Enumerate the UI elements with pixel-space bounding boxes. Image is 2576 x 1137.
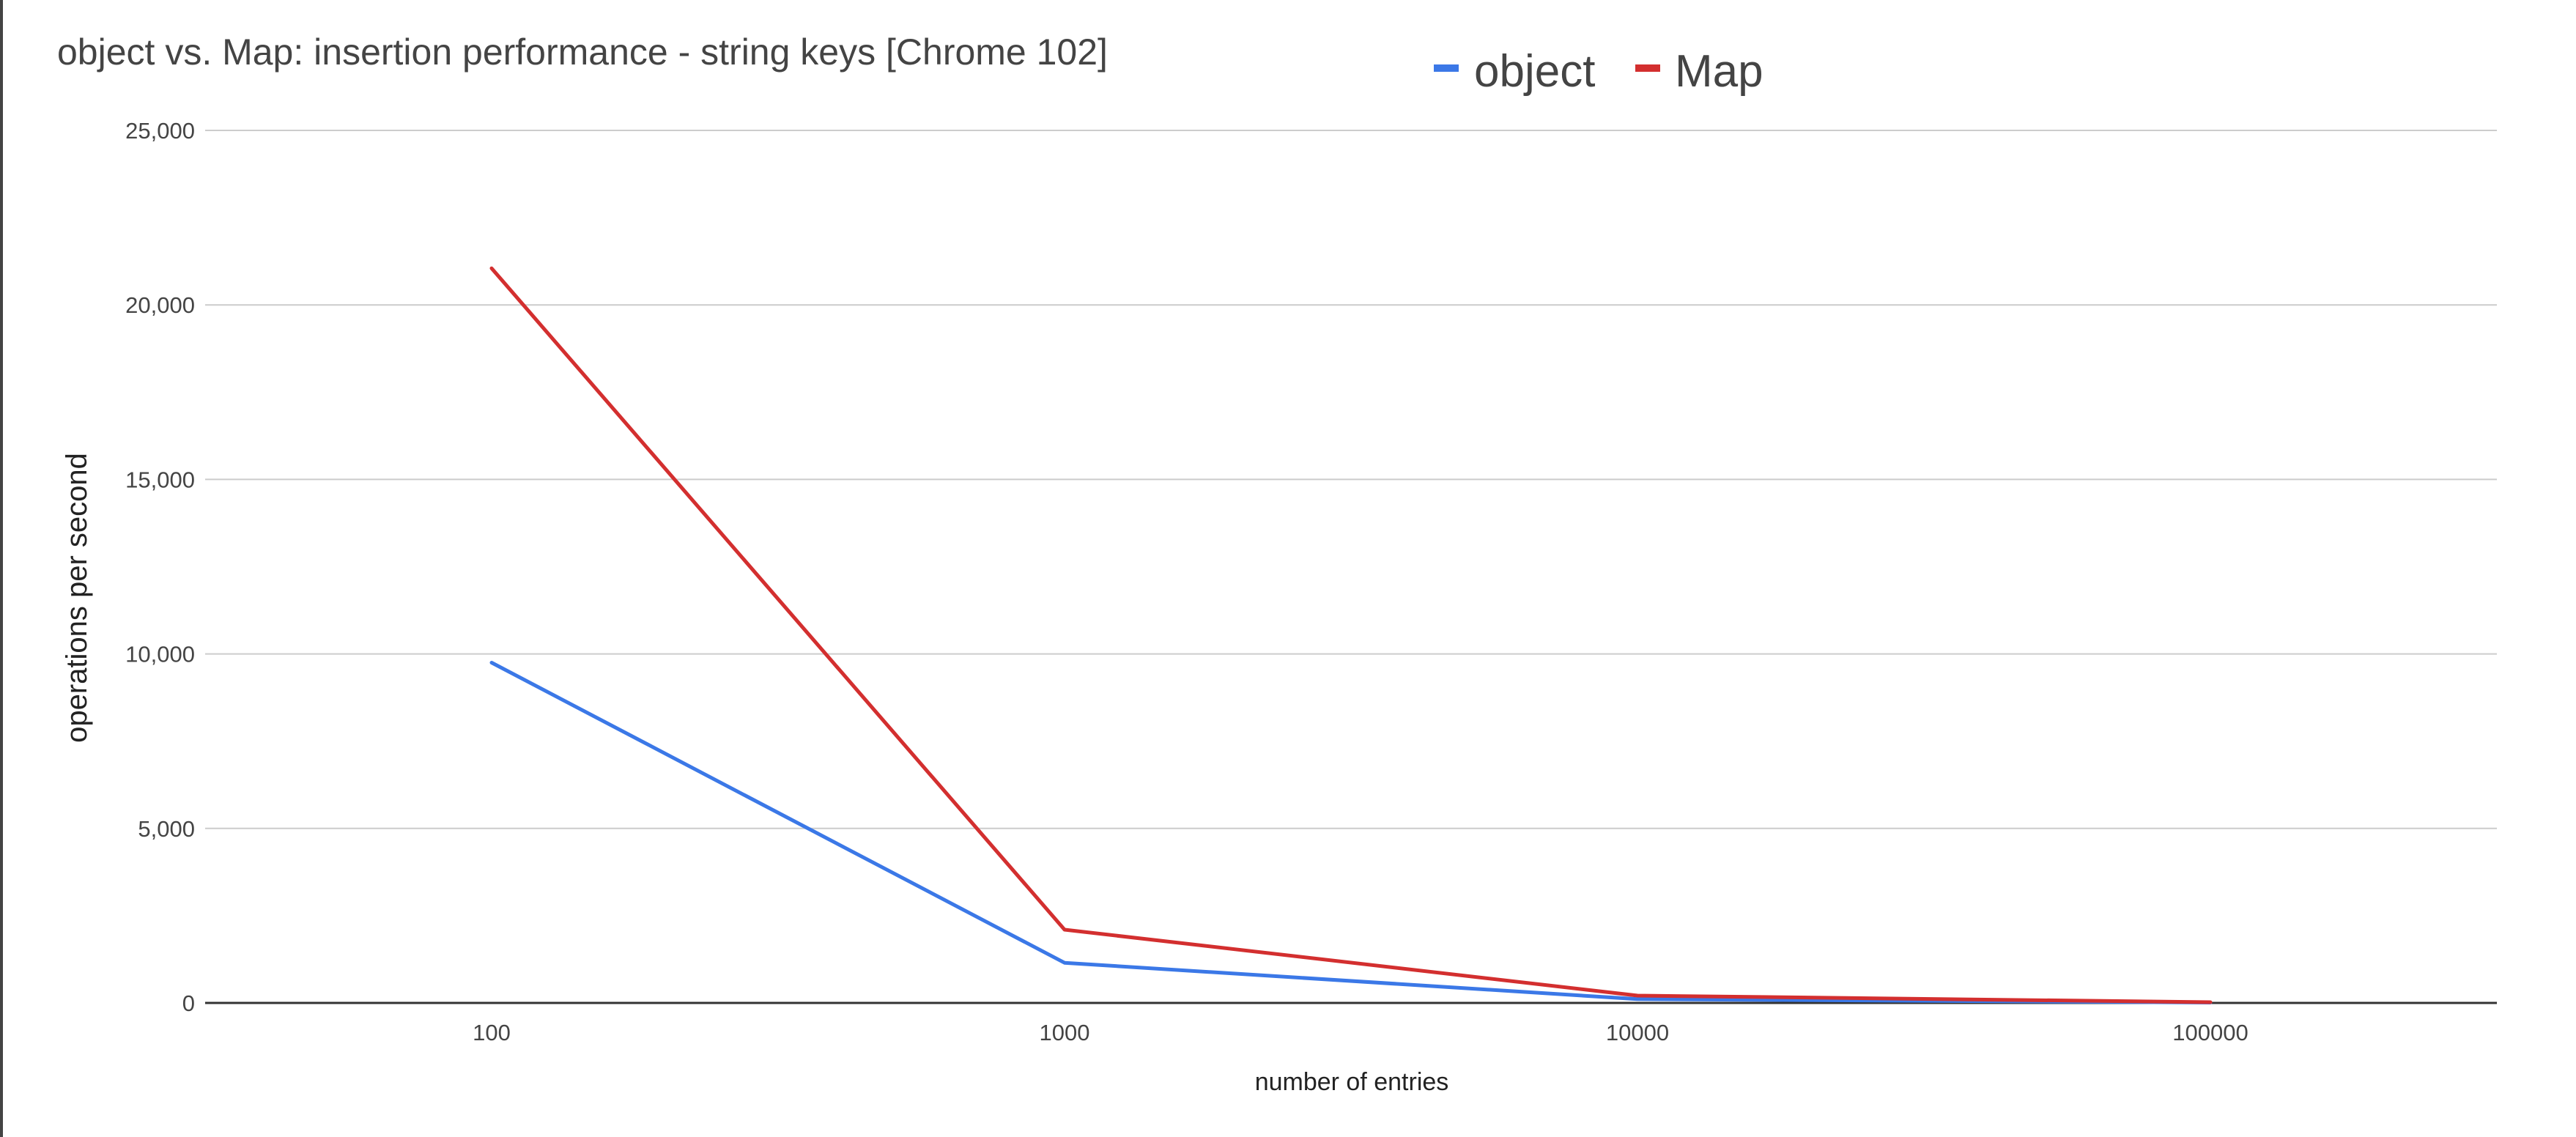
- gridlines: [205, 130, 2497, 1004]
- y-tick-label: 0: [182, 990, 195, 1016]
- legend-label-object: object: [1474, 46, 1595, 97]
- chart-svg: object vs. Map: insertion performance - …: [57, 32, 2497, 1096]
- y-axis-ticks: 0 5,000 10,000 15,000 20,000 25,000: [125, 118, 195, 1016]
- x-axis-title: number of entries: [1255, 1068, 1449, 1096]
- y-tick-label: 25,000: [125, 118, 195, 144]
- legend-swatch-object: [1434, 64, 1459, 72]
- x-tick-label: 100: [473, 1020, 511, 1045]
- x-tick-label: 100000: [2172, 1020, 2248, 1045]
- series-line-object: [489, 661, 2213, 1004]
- y-tick-label: 10,000: [125, 642, 195, 667]
- y-axis-title: operations per second: [61, 453, 93, 743]
- y-tick-label: 5,000: [138, 816, 195, 842]
- series-line-map: [489, 266, 2213, 1004]
- legend-swatch-map: [1635, 64, 1660, 72]
- x-tick-label: 10000: [1606, 1020, 1669, 1045]
- y-tick-label: 15,000: [125, 467, 195, 492]
- y-tick-label: 20,000: [125, 292, 195, 318]
- legend: object Map: [1434, 46, 1763, 97]
- legend-label-map: Map: [1675, 46, 1763, 97]
- series-lines: [489, 266, 2213, 1004]
- chart-title: object vs. Map: insertion performance - …: [57, 32, 1108, 73]
- x-axis-ticks: 100 1000 10000 100000: [473, 1020, 2249, 1045]
- x-tick-label: 1000: [1040, 1020, 1090, 1045]
